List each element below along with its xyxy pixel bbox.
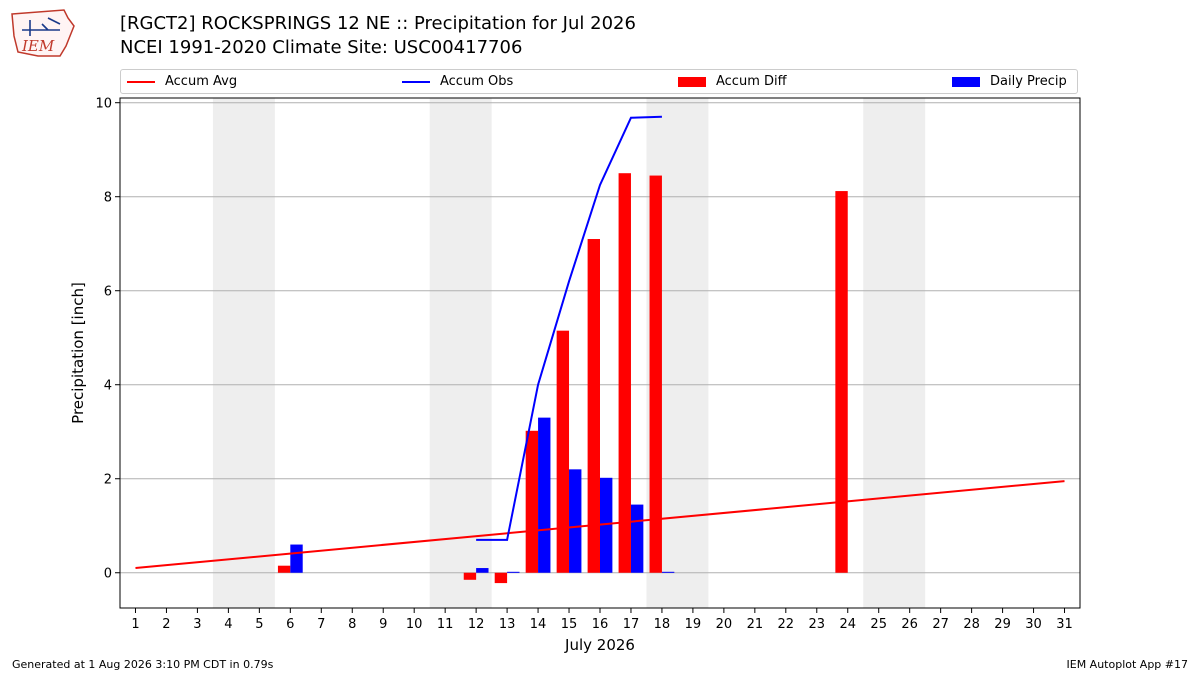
legend-label-accum-obs: Accum Obs [440,74,514,89]
x-tick-label-10: 10 [406,617,423,632]
legend-label-accum-avg: Accum Avg [165,74,238,89]
x-tick-label-19: 19 [685,617,702,632]
x-tick-label-27: 27 [932,617,949,632]
iem-logo: IEM [11,9,75,57]
x-tick-label-8: 8 [348,617,356,632]
app-credit: IEM Autoplot App #17 [1066,658,1189,671]
weekend-band-1 [212,98,275,608]
accum-diff-bar-day-24 [835,191,848,573]
x-tick-label-6: 6 [286,617,294,632]
weekend-band-2 [429,98,492,608]
accum-diff-bar-day-16 [587,239,600,573]
y-tick-label-6: 6 [104,285,112,300]
x-tick-label-28: 28 [963,617,980,632]
y-tick-label-8: 8 [104,191,112,206]
x-tick-label-4: 4 [224,617,232,632]
x-tick-label-22: 22 [778,617,795,632]
accum-diff-bar-day-18 [649,175,662,573]
y-tick-label-4: 4 [104,379,112,394]
legend-item-daily-precip: Daily Precip [952,70,1067,93]
x-axis-label: July 2026 [564,636,635,654]
y-tick-label-0: 0 [104,567,112,582]
iowa-outline-icon [11,9,75,57]
x-tick-label-12: 12 [468,617,485,632]
accum-diff-bar-day-12 [463,572,477,580]
chart-title: [RGCT2] ROCKSPRINGS 12 NE :: Precipitati… [120,13,636,34]
daily-precip-bar-day-15 [569,469,582,573]
x-tick-label-7: 7 [317,617,325,632]
legend-item-accum-avg: Accum Avg [127,70,237,93]
x-tick-label-15: 15 [561,617,578,632]
x-tick-label-18: 18 [654,617,671,632]
legend-item-accum-diff: Accum Diff [678,70,787,93]
y-tick-label-10: 10 [95,97,112,112]
legend-swatch-daily-precip [952,76,980,87]
x-tick-label-3: 3 [193,617,201,632]
y-tick-label-2: 2 [104,473,112,488]
daily-precip-bar-day-14 [538,417,551,573]
x-tick-label-5: 5 [255,617,263,632]
daily-precip-bar-day-17 [630,504,644,573]
x-tick-label-1: 1 [131,617,139,632]
x-tick-label-24: 24 [839,617,856,632]
legend-swatch-accum-obs [402,80,430,83]
x-tick-label-14: 14 [530,617,547,632]
logo-text: IEM [21,37,55,55]
x-tick-label-29: 29 [994,617,1011,632]
daily-precip-bar-day-18 [661,571,675,573]
x-tick-label-17: 17 [623,617,640,632]
x-tick-label-21: 21 [747,617,764,632]
daily-precip-bar-day-6 [290,544,303,573]
x-tick-label-23: 23 [809,617,826,632]
legend-swatch-accum-avg [127,80,155,83]
x-tick-label-9: 9 [379,617,387,632]
accum-diff-bar-day-13 [494,572,508,584]
daily-precip-bar-day-12 [476,568,489,573]
accum-diff-bar-day-17 [618,173,631,573]
legend-label-accum-diff: Accum Diff [716,74,787,89]
legend: Accum Avg Accum Obs Accum Diff Daily Pre… [120,69,1078,94]
legend-swatch-accum-diff [678,76,706,87]
accum-diff-bar-day-6 [277,565,291,573]
daily-precip-bar-day-16 [600,477,613,573]
x-tick-label-2: 2 [162,617,170,632]
x-tick-label-31: 31 [1056,617,1073,632]
x-tick-label-13: 13 [499,617,516,632]
chart-subtitle: NCEI 1991-2020 Climate Site: USC00417706 [120,37,523,58]
x-tick-label-30: 30 [1025,617,1042,632]
accum-obs-line [476,115,662,541]
accum-diff-bar-day-15 [556,330,570,573]
generated-timestamp: Generated at 1 Aug 2026 3:10 PM CDT in 0… [12,658,274,671]
weather-station-icon [22,17,61,36]
accum-avg-line [135,480,1065,570]
x-tick-label-26: 26 [901,617,918,632]
y-axis-label: Precipitation [inch] [69,282,87,424]
weekend-band-4 [863,98,926,608]
x-tick-label-11: 11 [437,617,454,632]
legend-item-accum-obs: Accum Obs [402,70,513,93]
daily-precip-bar-day-13 [507,571,520,573]
accum-diff-bar-day-14 [525,430,539,573]
legend-label-daily-precip: Daily Precip [990,74,1067,89]
x-tick-label-25: 25 [870,617,887,632]
x-tick-label-20: 20 [716,617,733,632]
x-tick-label-16: 16 [592,617,609,632]
